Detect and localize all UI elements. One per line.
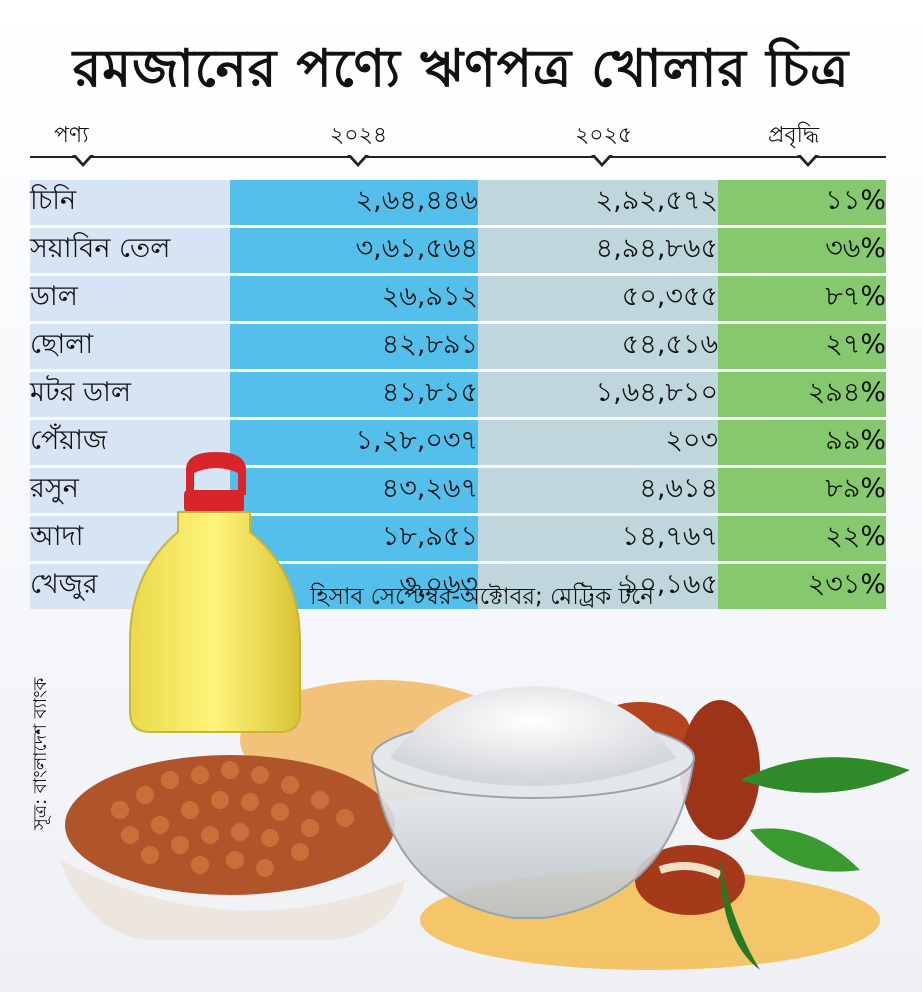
chickpea-bowl-icon (60, 755, 405, 940)
leaves-icon (720, 757, 910, 970)
row-value-2025: ১,৬৪,৮১০ (478, 372, 718, 417)
column-header-2024: ২০২৪ (330, 123, 388, 148)
table-row: ছোলা ৪২,৮৯১ ৫৪,৫১৬ ২৭% (30, 324, 886, 369)
header-notch (72, 153, 94, 167)
row-value-2025: ৪,৯৪,৮৬৫ (478, 228, 718, 273)
row-growth: ৮৯% (718, 468, 886, 513)
header-divider (30, 156, 886, 158)
row-value-2025: ৫০,৩৫৫ (478, 276, 718, 321)
row-value-2024: ৪৩,২৬৭ (230, 468, 478, 513)
source-credit: সূত্র: বাংলাদেশ ব্যাংক (30, 677, 51, 830)
column-header-2025: ২০২৫ (575, 123, 633, 148)
row-growth: ৯৯% (718, 420, 886, 465)
lc-data-table: চিনি ২,৬৪,৪৪৬ ২,৯২,৫৭২ ১১% সয়াবিন তেল ৩,৬১,৫… (30, 177, 886, 612)
column-header-growth: প্রবৃদ্ধি (768, 123, 820, 148)
row-growth: ২২% (718, 516, 886, 561)
row-value-2024: ৪১,৮১৫ (230, 372, 478, 417)
chart-title: রমজানের পণ্যে ঋণপত্র খোলার চিত্র (72, 39, 850, 99)
row-product-name: ছোলা (30, 324, 230, 369)
row-value-2025: ২,৯২,৫৭২ (478, 180, 718, 225)
row-value-2024: ২,৬৪,৪৪৬ (230, 180, 478, 225)
header-notch (797, 153, 819, 167)
row-growth: ২৩১% (718, 564, 886, 609)
row-value-2024: ৩,৬১,৫৬৪ (230, 228, 478, 273)
row-value-2024: ১,২৮,০৩৭ (230, 420, 478, 465)
header-notch (591, 153, 613, 167)
sugar-bowl-icon (370, 686, 696, 919)
row-product-name: ডাল (30, 276, 230, 321)
column-header-product: পণ্য (54, 123, 89, 148)
row-growth: ৩৬% (718, 228, 886, 273)
table-row: মটর ডাল ৪১,৮১৫ ১,৬৪,৮১০ ২৯৪% (30, 372, 886, 417)
row-growth: ১১% (718, 180, 886, 225)
table-row: রসুন ৪৩,২৬৭ ৪,৬১৪ ৮৯% (30, 468, 886, 513)
table-row: পেঁয়াজ ১,২৮,০৩৭ ২০৩ ৯৯% (30, 420, 886, 465)
row-value-2025: ২০৩ (478, 420, 718, 465)
table-row: খেজুর ৩,০৬৩ ১০,১৬৫ ২৩১% (30, 564, 886, 609)
row-value-2024: ২৬,৯১২ (230, 276, 478, 321)
table-row: ডাল ২৬,৯১২ ৫০,৩৫৫ ৮৭% (30, 276, 886, 321)
row-product-name: চিনি (30, 180, 230, 225)
footnote: হিসাব সেপ্টেম্বর-অক্টোবর; মেট্রিক টনে (310, 584, 655, 610)
row-value-2025: ৪,৬১৪ (478, 468, 718, 513)
table-row: সয়াবিন তেল ৩,৬১,৫৬৪ ৪,৯৪,৮৬৫ ৩৬% (30, 228, 886, 273)
table-row: চিনি ২,৬৪,৪৪৬ ২,৯২,৫৭২ ১১% (30, 180, 886, 225)
row-value-2025: ১০,১৬৫ (478, 564, 718, 609)
row-growth: ২৯৪% (718, 372, 886, 417)
row-value-2024: ৪২,৮৯১ (230, 324, 478, 369)
commodities-illustration (60, 452, 910, 970)
row-value-2025: ১৪,৭৬৭ (478, 516, 718, 561)
oil-bottle-icon (129, 452, 301, 733)
row-growth: ৮৭% (718, 276, 886, 321)
row-value-2024: ১৮,৯৫১ (230, 516, 478, 561)
row-value-2025: ৫৪,৫১৬ (478, 324, 718, 369)
row-growth: ২৭% (718, 324, 886, 369)
row-product-name: মটর ডাল (30, 372, 230, 417)
header-notch (347, 153, 369, 167)
row-product-name: সয়াবিন তেল (30, 228, 230, 273)
column-header-row: পণ্য ২০২৪ ২০২৫ প্রবৃদ্ধি (30, 112, 886, 156)
